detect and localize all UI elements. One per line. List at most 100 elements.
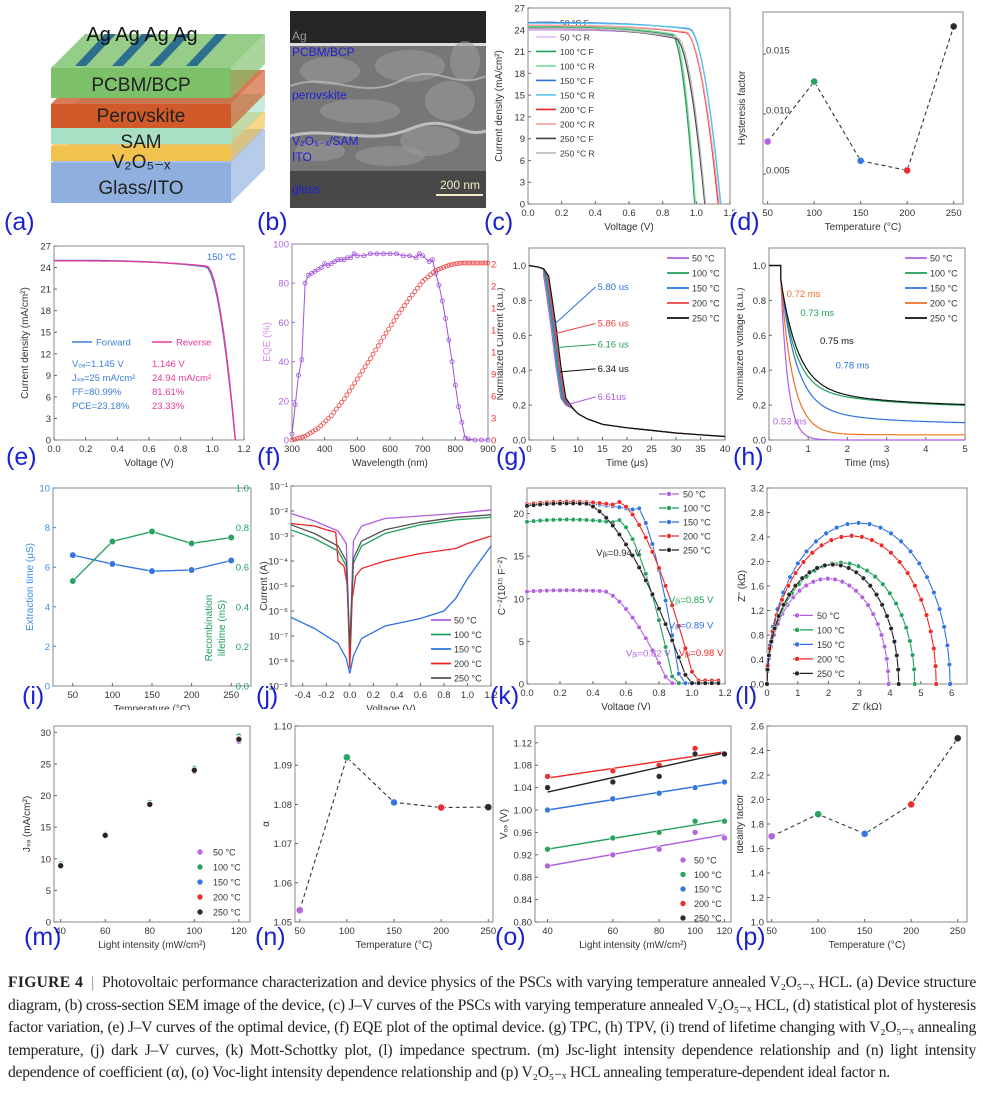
- legend-label: 150 °C: [817, 640, 845, 650]
- y-axis-label: EQE (%): [262, 322, 273, 361]
- y-tick-label: 21: [40, 285, 51, 296]
- jsc-point: [334, 406, 339, 412]
- data-point: [649, 591, 655, 597]
- y2-tick-label: 0.6: [236, 563, 249, 574]
- y-tick-label: 1.07: [274, 839, 293, 850]
- legend-label: 100 °C: [683, 504, 711, 514]
- data-point: [853, 569, 859, 576]
- legend-marker: [794, 641, 800, 648]
- sem-label-perovskite: perovskite: [292, 88, 347, 102]
- vbi-annotation: Vᵦᵢ=0.89 V: [669, 621, 714, 632]
- jv-curve: [528, 29, 696, 205]
- data-point: [825, 575, 831, 582]
- layer-glass-ito-side: [231, 129, 265, 203]
- y-tick-label: 1.04: [514, 783, 533, 794]
- legend-label: 250 °C: [817, 669, 845, 679]
- jv-curve: [528, 26, 696, 205]
- plot-frame: [291, 243, 489, 441]
- data-point: [610, 593, 616, 599]
- legend-label: 250 °C: [694, 914, 722, 924]
- jsc-point: [341, 396, 347, 402]
- data-point: [767, 832, 776, 841]
- x-tick-label: 80: [144, 926, 155, 937]
- y-axis-label: Current density (mA/cm²): [20, 287, 31, 399]
- jsc-point: [336, 403, 342, 409]
- data-point: [918, 597, 924, 603]
- x-tick-label: 6: [949, 688, 954, 699]
- data-point: [792, 570, 799, 576]
- y-tick-label: 2.2: [751, 771, 764, 782]
- x-tick-label: 5: [918, 688, 923, 699]
- jsc-point: [425, 274, 431, 280]
- jsc-point: [383, 330, 389, 336]
- y-tick-label: 1.4: [751, 869, 764, 880]
- legend-marker: [196, 863, 204, 871]
- y-axis-label: Ideality factor: [737, 794, 746, 854]
- y-tick-label: 0.8: [753, 296, 766, 307]
- data-point: [946, 661, 953, 668]
- data-point: [814, 565, 820, 571]
- y-tick-label: 0.6: [753, 331, 766, 342]
- data-point: [636, 564, 642, 571]
- y2-axis-label: Recombination: [204, 595, 215, 662]
- caption-divider: |: [91, 974, 95, 991]
- jsc-point: [404, 299, 410, 305]
- data-point: [550, 587, 557, 594]
- y-tick-label: 10⁻⁶: [269, 607, 289, 618]
- legend-label-forward: Forward: [96, 338, 131, 349]
- jsc-point: [375, 343, 381, 349]
- jsc-point: [344, 392, 350, 398]
- x-tick-label: 40: [542, 926, 553, 937]
- y-tick-label: 0.015: [766, 46, 790, 57]
- eqe-point: [465, 436, 471, 442]
- layer-label-perovskite: Perovskite: [97, 106, 186, 127]
- data-point: [803, 548, 810, 555]
- jsc-point: [477, 260, 483, 266]
- x-tick-label: 250: [946, 208, 962, 219]
- data-point: [768, 638, 774, 645]
- y-tick-label: 0.6: [513, 331, 526, 342]
- x-axis-label: Temperature (°C): [356, 940, 433, 951]
- data-point: [877, 524, 884, 531]
- data-point: [810, 77, 819, 86]
- extraction-point: [148, 567, 156, 575]
- jsc-point: [422, 276, 428, 282]
- data-point: [530, 502, 537, 508]
- x-tick-label: 35: [695, 444, 706, 455]
- eqe-point: [302, 280, 308, 286]
- fit-line: [547, 752, 725, 793]
- jsc-point: [294, 436, 300, 441]
- y-tick-label: 2.0: [751, 557, 764, 568]
- jsc-point: [362, 364, 368, 370]
- jsc-point: [320, 420, 326, 426]
- data-point: [630, 511, 636, 518]
- chart-o: 40 60 80 100 120 0.80 0.84 0.88 0.92 0.96 1.00 1.04…: [499, 725, 732, 951]
- jsc-point: [391, 318, 397, 324]
- x-axis-label: Time (μs): [606, 458, 648, 469]
- jv-curve: [528, 28, 697, 205]
- data-point: [643, 635, 649, 641]
- legend-label: 250 °C: [930, 314, 958, 324]
- x-tick-label: 900: [480, 444, 496, 455]
- y-tick-label: 0.4: [513, 366, 526, 377]
- jsc-point: [469, 260, 475, 266]
- legend-label: 50 °C: [692, 254, 715, 264]
- data-point: [57, 862, 64, 870]
- y-axis-label: Jₛₔ (mA/cm²): [22, 796, 33, 852]
- layer-pcbm-bcp-side: [231, 34, 265, 98]
- y2-tick-label: 1.0: [236, 484, 249, 495]
- layer-v2o5-front: [51, 146, 231, 161]
- legend-label-reverse: Reverse: [176, 338, 211, 349]
- y-tick-label: 2: [45, 642, 50, 653]
- layer-label-ag: Ag Ag Ag Ag: [86, 24, 197, 46]
- x-tick-label: 300: [284, 444, 300, 455]
- x-tick-label: 5: [962, 444, 967, 455]
- y-tick-label: 0.8: [513, 296, 526, 307]
- y-tick-label: 0.4: [753, 366, 766, 377]
- data-point: [623, 504, 629, 510]
- jsc-point: [318, 423, 324, 429]
- jsc-point: [365, 360, 371, 366]
- sem-grain: [450, 41, 480, 81]
- panel-label-b: (b): [257, 208, 288, 236]
- ag-electrode: [186, 34, 227, 66]
